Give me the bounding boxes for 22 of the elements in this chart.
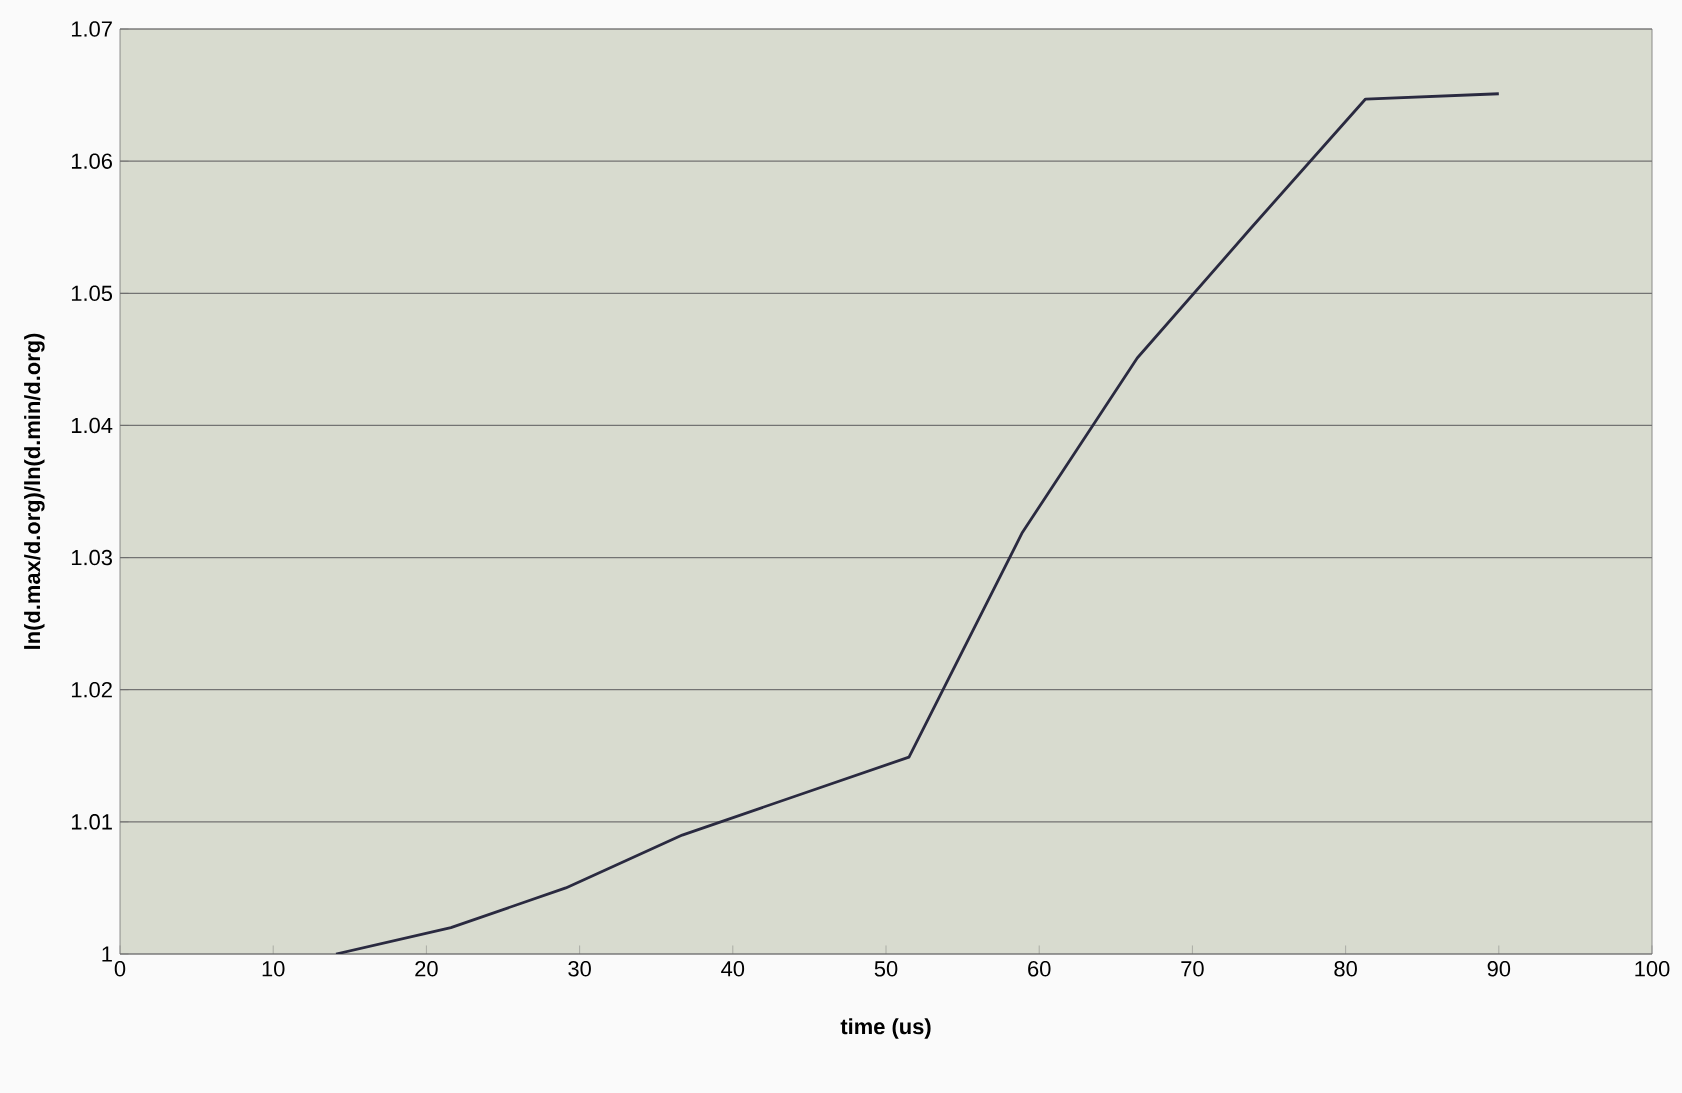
x-tick-label: 60 (1028, 961, 1051, 977)
line-series (334, 92, 1501, 954)
x-tick-label: 0 (114, 961, 126, 977)
x-tick-label: 20 (415, 961, 438, 977)
x-tick-label: 80 (1334, 961, 1357, 977)
y-tick-label: 1.06 (71, 153, 112, 169)
y-axis-title: ln(d.max/d.org)/ln(d.min/d.org) (24, 333, 45, 649)
y-tick-label: 1 (102, 946, 112, 962)
y-tick-label: 1.01 (71, 814, 112, 830)
x-tick-label: 70 (1181, 961, 1204, 977)
y-tick-label: 1.04 (71, 417, 113, 434)
y-tick-label: 1.05 (71, 285, 113, 302)
y-tick-label: 1.02 (71, 681, 112, 698)
y-tick-label: 1.07 (71, 21, 112, 37)
x-tick-label: 50 (874, 961, 898, 977)
x-tick-label: 90 (1487, 961, 1511, 977)
y-tick-label: 1.03 (71, 549, 112, 566)
x-tick-label: 10 (262, 961, 285, 977)
x-tick-label: 100 (1635, 961, 1670, 977)
x-tick-label: 40 (721, 961, 745, 977)
x-axis-title: time (us) (840, 1018, 931, 1039)
x-tick-label: 30 (568, 961, 591, 977)
